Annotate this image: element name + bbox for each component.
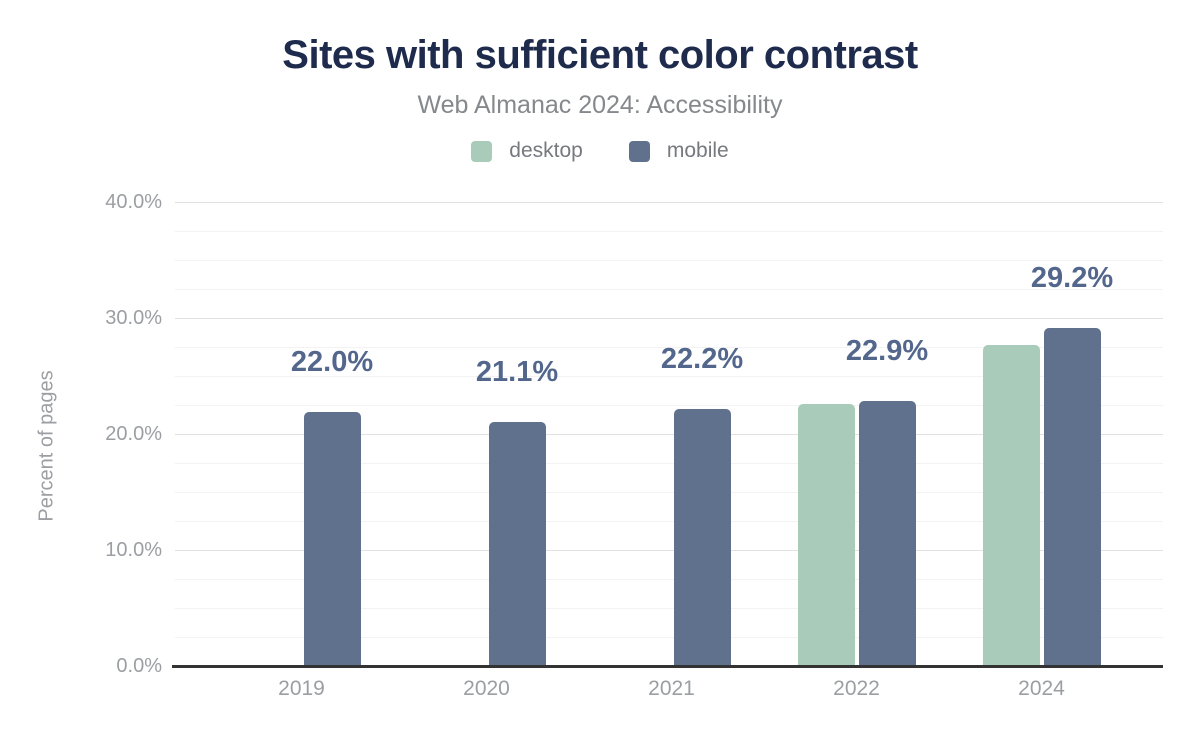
legend-swatch-icon-desktop	[471, 140, 493, 162]
legend-label-mobile: mobile	[666, 139, 729, 162]
bar-mobile-2021	[673, 409, 731, 667]
bar-mobile-2022	[858, 401, 916, 667]
x-tick-label-2021: 2021	[648, 677, 695, 700]
bar-desktop-2022	[797, 403, 855, 667]
bar-value-label-2021: 22.2%	[660, 343, 744, 376]
gridline-major-20	[175, 434, 1163, 435]
y-tick-label-40.0%: 40.0%	[105, 191, 162, 213]
gridline-minor-22.5	[175, 405, 1163, 406]
y-tick-label-30.0%: 30.0%	[105, 307, 162, 329]
x-tick-label-2019: 2019	[278, 677, 325, 700]
y-tick-label-10.0%: 10.0%	[105, 539, 162, 561]
gridline-minor-27.5	[175, 347, 1163, 348]
chart-subtitle: Web Almanac 2024: Accessibility	[417, 91, 783, 119]
gridline-major-10	[175, 550, 1163, 551]
legend-label-desktop: desktop	[509, 139, 583, 162]
gridline-minor-37.5	[175, 231, 1163, 232]
legend-item-desktop: desktop	[471, 139, 583, 163]
bar-mobile-2019	[303, 411, 361, 667]
plot-area: 0.0% 10.0% 20.0% 30.0% 40.0% 22.0% 2019 21.1% 20…	[105, 191, 1163, 700]
gridline-minor-5	[175, 608, 1163, 609]
gridline-minor-32.5	[175, 289, 1163, 290]
gridline-minor-17.5	[175, 463, 1163, 464]
gridline-minor-15	[175, 492, 1163, 493]
x-tick-label-2020: 2020	[463, 677, 510, 700]
bar-value-label-2020: 21.1%	[475, 356, 559, 389]
legend-swatch-icon-mobile	[628, 140, 650, 162]
y-tick-label-0.0%: 0.0%	[116, 655, 162, 677]
bar-mobile-2024	[1043, 328, 1101, 667]
bar-value-label-2024: 29.2%	[1030, 262, 1114, 295]
gridline-minor-25	[175, 376, 1163, 377]
legend: desktop mobile	[0, 139, 1200, 163]
chart-title: Sites with sufficient color contrast	[282, 33, 918, 77]
y-tick-label-20.0%: 20.0%	[105, 423, 162, 445]
gridline-minor-35	[175, 260, 1163, 261]
bar-mobile-2020	[488, 422, 546, 667]
gridline-minor-7.5	[175, 579, 1163, 580]
gridline-minor-12.5	[175, 521, 1163, 522]
gridline-major-30	[175, 318, 1163, 319]
gridline-minor-2.5	[175, 637, 1163, 638]
gridline-major-40	[175, 202, 1163, 203]
y-axis-title: Percent of pages	[35, 370, 58, 522]
x-tick-label-2024: 2024	[1018, 677, 1065, 700]
x-tick-label-2022: 2022	[833, 677, 880, 700]
bar-value-label-2019: 22.0%	[290, 345, 374, 378]
x-axis-line	[172, 665, 1163, 668]
legend-item-mobile: mobile	[628, 139, 729, 163]
bar-desktop-2024	[982, 344, 1040, 667]
bar-value-label-2022: 22.9%	[845, 335, 929, 368]
